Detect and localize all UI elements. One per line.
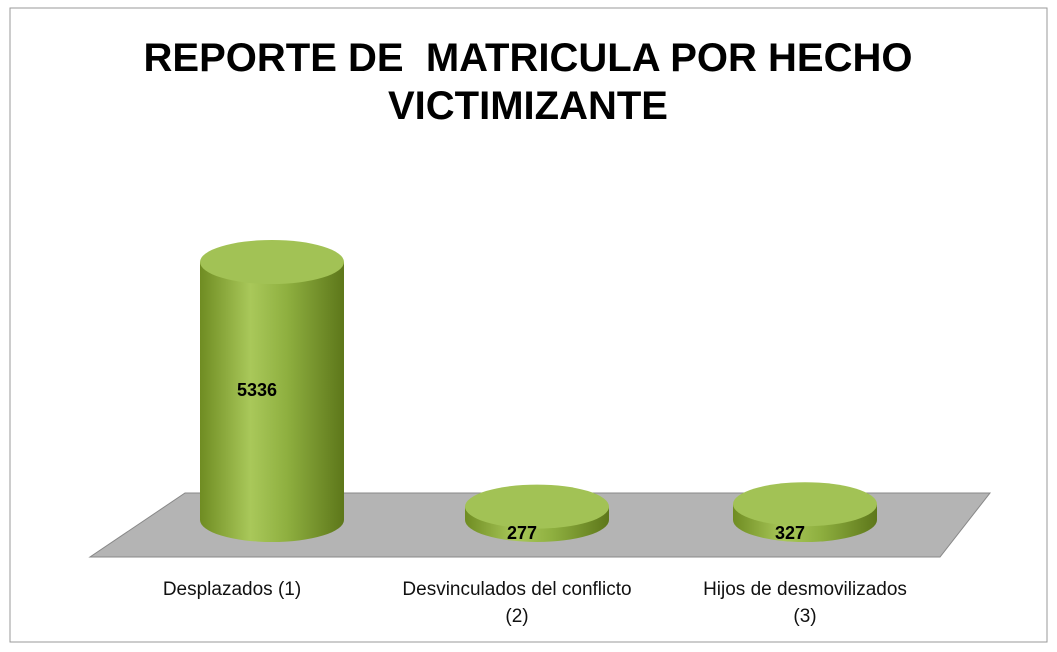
cylinder-top — [200, 240, 344, 284]
bar — [465, 484, 609, 542]
frame — [9, 7, 1048, 643]
x-tick-label: Desplazados (1) — [162, 579, 302, 600]
cylinder-body — [200, 262, 344, 542]
data-label: 5336 — [237, 380, 277, 400]
cylinder-top — [465, 484, 609, 529]
chart-title: REPORTE DE MATRICULA POR HECHO VICTIMIZA… — [143, 36, 924, 128]
data-label: 277 — [507, 523, 537, 543]
bar — [200, 240, 344, 542]
x-tick-label: Desvinculados del conflicto (2) — [402, 579, 632, 627]
bar — [733, 482, 877, 542]
data-label: 327 — [775, 523, 805, 543]
cylinder-top — [733, 482, 877, 527]
x-tick-label: Hijos de desmovilizados (3) — [703, 579, 907, 627]
